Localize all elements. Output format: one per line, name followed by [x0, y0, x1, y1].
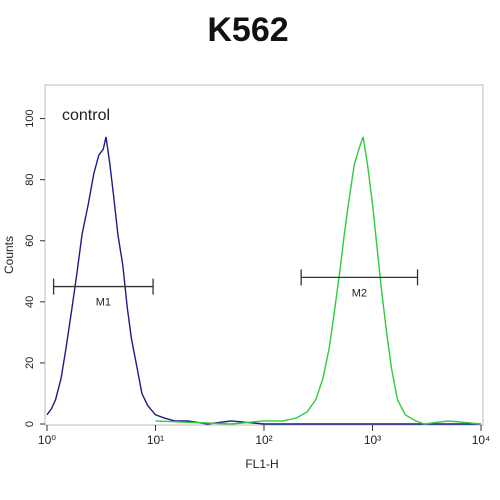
- x-axis-label: FL1-H: [245, 457, 278, 471]
- x-tick-label: 10⁴: [472, 433, 491, 447]
- x-tick-label: 10⁰: [38, 433, 56, 447]
- annotation: control: [62, 107, 110, 124]
- chart-title: K562: [207, 11, 288, 49]
- y-tick-label: 20: [24, 357, 36, 369]
- gate-marker: [52, 278, 154, 295]
- gate-label: M1: [96, 296, 111, 308]
- y-axis-label: Counts: [2, 236, 16, 274]
- y-tick-label: 80: [24, 174, 36, 186]
- gate-label: M2: [352, 287, 367, 299]
- gate-marker: [300, 269, 419, 286]
- y-tick-label: 60: [24, 235, 36, 247]
- x-tick-label: 10³: [364, 433, 381, 447]
- y-tick-label: 40: [24, 296, 36, 308]
- y-tick-label: 0: [24, 421, 36, 427]
- y-tick-label: 100: [24, 109, 36, 127]
- x-tick-label: 10²: [255, 433, 272, 447]
- histogram-line: [155, 136, 482, 425]
- histogram-line: [46, 136, 481, 425]
- x-tick-label: 10¹: [147, 433, 164, 447]
